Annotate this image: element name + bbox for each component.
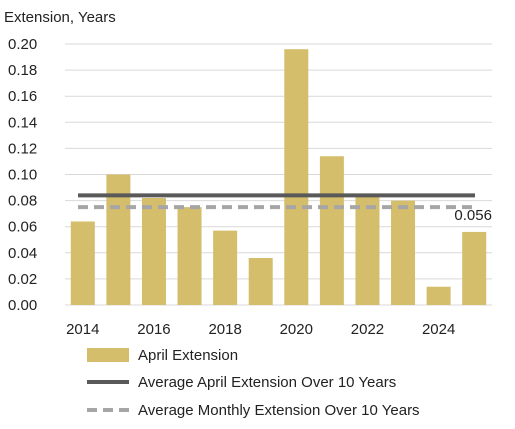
y-tick-label: 0.18	[8, 62, 37, 79]
bars	[70, 49, 487, 305]
y-tick-label: 0.10	[8, 167, 37, 184]
y-tick-label: 0.04	[8, 245, 37, 262]
bar-2022	[355, 196, 380, 305]
y-tick-label: 0.06	[8, 219, 37, 236]
y-tick-label: 0.12	[8, 140, 37, 157]
x-tick-label: 2016	[137, 321, 170, 338]
bar-2024	[426, 286, 451, 305]
x-tick-label: 2014	[66, 321, 99, 338]
legend-swatch	[87, 348, 129, 362]
y-tick-label: 0.02	[8, 271, 37, 288]
bar-2014	[70, 221, 95, 305]
y-tick-labels: 0.00 0.02 0.04 0.06 0.08 0.10 0.12 0.14 0.16 0.18…	[8, 36, 37, 314]
x-tick-label: 2022	[351, 321, 384, 338]
bar-2023	[391, 200, 416, 305]
y-tick-label: 0.16	[8, 88, 37, 105]
y-tick-label: 0.00	[8, 297, 37, 314]
gridlines	[65, 43, 492, 306]
legend: April Extension Average April Extension O…	[87, 347, 420, 419]
y-axis-label: Extension, Years	[4, 9, 116, 26]
data-label: 0.056	[454, 207, 492, 224]
x-tick-label: 2024	[422, 321, 455, 338]
legend-label: Average Monthly Extension Over 10 Years	[138, 402, 420, 419]
x-tick-label: 2020	[280, 321, 313, 338]
x-tick-label: 2018	[208, 321, 241, 338]
bar-2019	[248, 258, 273, 305]
bar-2016	[141, 197, 166, 305]
x-tick-labels: 2014 2016 2018 2020 2022 2024	[66, 321, 455, 338]
bar-2018	[213, 230, 238, 305]
bar-2025	[462, 231, 487, 305]
legend-label: Average April Extension Over 10 Years	[138, 374, 396, 391]
legend-label: April Extension	[138, 347, 238, 364]
y-tick-label: 0.08	[8, 193, 37, 210]
bar-2017	[177, 207, 202, 305]
annotations: 0.056	[454, 207, 492, 224]
y-tick-label: 0.14	[8, 114, 37, 131]
y-tick-label: 0.20	[8, 36, 37, 53]
bar-2021	[319, 156, 344, 305]
reference-lines	[78, 193, 475, 210]
bar-2020	[284, 49, 309, 305]
